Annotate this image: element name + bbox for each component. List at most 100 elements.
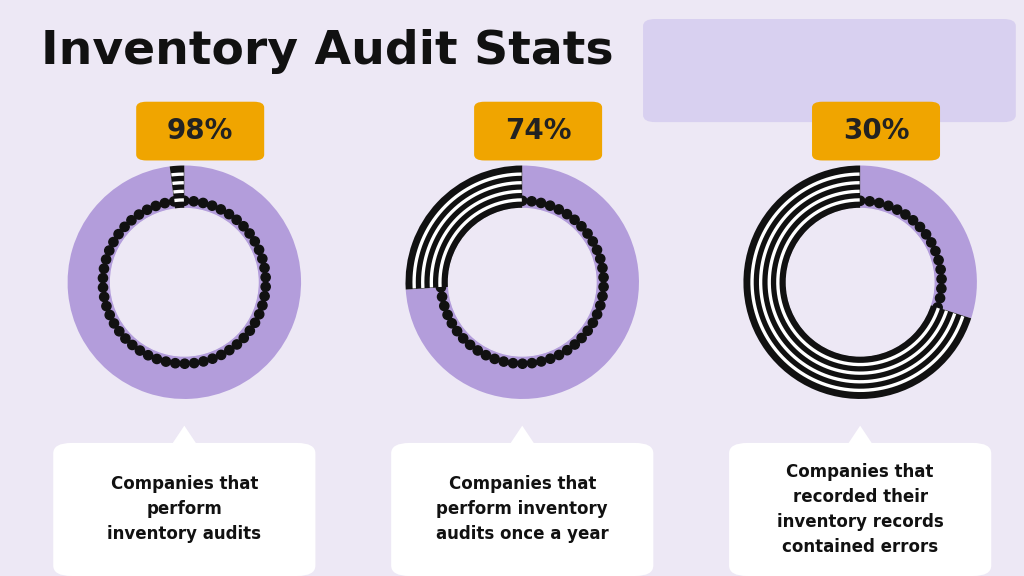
Circle shape <box>537 357 546 366</box>
Circle shape <box>260 291 269 301</box>
Wedge shape <box>406 165 522 290</box>
Circle shape <box>583 229 592 238</box>
FancyBboxPatch shape <box>812 102 940 161</box>
Circle shape <box>447 319 457 328</box>
Circle shape <box>915 222 925 232</box>
Circle shape <box>466 340 475 350</box>
Circle shape <box>224 346 233 355</box>
Circle shape <box>490 354 500 363</box>
Circle shape <box>908 215 918 225</box>
Wedge shape <box>406 165 639 399</box>
Circle shape <box>104 246 114 255</box>
Text: 98%: 98% <box>167 117 233 145</box>
Circle shape <box>189 358 199 367</box>
Polygon shape <box>842 426 879 453</box>
Circle shape <box>577 334 586 343</box>
Circle shape <box>135 346 144 355</box>
Circle shape <box>199 198 208 207</box>
Polygon shape <box>489 155 515 158</box>
Circle shape <box>537 198 546 207</box>
Circle shape <box>874 198 884 207</box>
Text: 74%: 74% <box>505 117 571 145</box>
Circle shape <box>170 197 179 206</box>
Circle shape <box>121 334 130 343</box>
Circle shape <box>179 196 188 206</box>
Polygon shape <box>166 426 203 453</box>
Circle shape <box>439 301 449 310</box>
Wedge shape <box>743 165 971 399</box>
Circle shape <box>599 282 608 291</box>
Circle shape <box>180 359 189 368</box>
Circle shape <box>115 327 124 336</box>
FancyBboxPatch shape <box>729 443 991 576</box>
Circle shape <box>254 245 263 255</box>
Circle shape <box>588 237 597 246</box>
Circle shape <box>101 255 111 264</box>
Circle shape <box>98 274 108 283</box>
Circle shape <box>546 201 555 210</box>
Text: Companies that
perform
inventory audits: Companies that perform inventory audits <box>108 475 261 544</box>
Circle shape <box>105 310 115 320</box>
Circle shape <box>436 283 445 292</box>
Circle shape <box>937 274 946 283</box>
Circle shape <box>199 357 208 366</box>
Circle shape <box>922 230 931 239</box>
Circle shape <box>596 254 605 263</box>
Circle shape <box>258 301 267 310</box>
Text: Source: Deloitte, Wakefield Research,
and the Journal of Business Logistics: Source: Deloitte, Wakefield Research, an… <box>719 57 940 85</box>
Circle shape <box>786 209 934 356</box>
Circle shape <box>884 201 893 210</box>
FancyBboxPatch shape <box>53 443 315 576</box>
Circle shape <box>162 357 171 366</box>
FancyBboxPatch shape <box>391 443 653 576</box>
Circle shape <box>110 319 119 328</box>
Circle shape <box>127 215 136 225</box>
Wedge shape <box>68 165 301 399</box>
Circle shape <box>577 222 586 231</box>
Circle shape <box>232 340 242 349</box>
Circle shape <box>160 199 169 208</box>
Circle shape <box>260 263 269 272</box>
Circle shape <box>527 197 537 206</box>
Circle shape <box>473 346 482 355</box>
Circle shape <box>598 263 607 272</box>
Circle shape <box>208 201 217 210</box>
Text: Inventory Audit Stats: Inventory Audit Stats <box>41 29 613 74</box>
Circle shape <box>931 247 940 256</box>
Circle shape <box>443 310 453 320</box>
Circle shape <box>562 210 571 219</box>
Text: Companies that
perform inventory
audits once a year: Companies that perform inventory audits … <box>436 475 608 544</box>
Circle shape <box>189 197 199 206</box>
Circle shape <box>937 284 946 293</box>
Circle shape <box>101 301 111 310</box>
Circle shape <box>554 205 563 214</box>
Circle shape <box>865 197 874 206</box>
Circle shape <box>120 222 129 232</box>
Circle shape <box>453 327 462 336</box>
Circle shape <box>250 237 259 246</box>
Circle shape <box>933 303 942 312</box>
Circle shape <box>171 359 180 368</box>
Circle shape <box>143 351 153 360</box>
Circle shape <box>152 202 161 211</box>
Circle shape <box>593 310 602 319</box>
Circle shape <box>901 210 910 219</box>
Circle shape <box>449 209 596 356</box>
Circle shape <box>261 282 270 291</box>
Circle shape <box>562 346 571 355</box>
Circle shape <box>598 291 607 301</box>
Circle shape <box>245 326 254 335</box>
Wedge shape <box>860 165 977 319</box>
Circle shape <box>134 210 143 219</box>
Circle shape <box>570 340 580 349</box>
Circle shape <box>596 301 605 310</box>
Circle shape <box>99 264 109 273</box>
Circle shape <box>255 310 264 319</box>
Circle shape <box>251 318 260 327</box>
Circle shape <box>509 359 518 368</box>
Circle shape <box>224 210 233 219</box>
Polygon shape <box>152 155 177 158</box>
Circle shape <box>856 196 864 206</box>
Circle shape <box>114 229 123 238</box>
Circle shape <box>554 350 563 359</box>
